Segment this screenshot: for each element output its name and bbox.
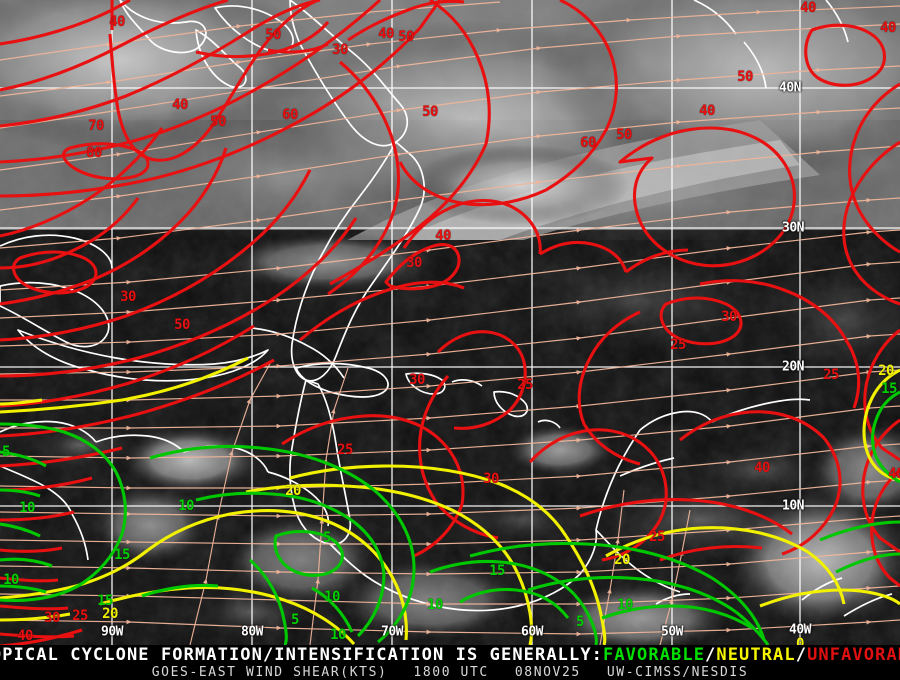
contour-label: 10 <box>617 597 633 613</box>
contour-label: 30 <box>483 471 499 487</box>
graticule-layer <box>0 0 900 645</box>
contour-label: 40 <box>880 20 896 36</box>
contour-red-layer <box>0 0 900 645</box>
contour-label: 10 <box>19 500 35 516</box>
analysis-overlay-layer <box>0 0 900 645</box>
contour-label: 70 <box>88 118 104 134</box>
contour-label: 30 <box>406 255 422 271</box>
contour-label: 40 <box>435 228 451 244</box>
contour-label: 60 <box>282 107 298 123</box>
contour-label: 40 <box>109 14 125 30</box>
contour-label: 50 <box>398 29 414 45</box>
contour-label: 30 <box>721 309 737 325</box>
contour-label: 60 <box>580 135 596 151</box>
lat-label: 40N <box>779 80 801 96</box>
contour-label: 40 <box>378 26 394 42</box>
contour-label: 5 <box>323 530 331 546</box>
contour-label: 20 <box>285 483 301 499</box>
contour-label: 0 <box>796 636 804 645</box>
contour-label: 40 <box>172 97 188 113</box>
contour-label: 40 <box>800 0 816 16</box>
contour-yellow-layer <box>0 356 900 645</box>
contour-label: 20 <box>102 606 118 622</box>
contour-label: 50 <box>265 27 281 43</box>
lon-label: 90W <box>101 624 123 640</box>
product-footer: TROPICAL CYCLONE FORMATION/INTENSIFICATI… <box>0 645 900 680</box>
contour-label: 15 <box>489 563 505 579</box>
contour-label: 40 <box>17 628 33 644</box>
contour-label: 10 <box>3 572 19 588</box>
contour-label: 25 <box>670 337 686 353</box>
lat-label: 10N <box>782 498 804 514</box>
lon-label: 60W <box>521 624 543 640</box>
banner-separator: / <box>795 645 808 665</box>
source-label: GOES-EAST WIND SHEAR(KTS) <box>151 665 388 680</box>
banner-prefix: TROPICAL CYCLONE FORMATION/INTENSIFICATI… <box>0 645 604 665</box>
contour-label: 30 <box>120 289 136 305</box>
contour-label: 15 <box>881 381 897 397</box>
contour-label: 80 <box>86 145 102 161</box>
contour-label: 10 <box>178 498 194 514</box>
contour-label: 20 <box>878 363 894 379</box>
contour-label: 50 <box>616 127 632 143</box>
date-label: 08NOV25 <box>514 665 581 680</box>
contour-label: 25 <box>72 608 88 624</box>
lat-label: 20N <box>782 359 804 375</box>
contour-label: 20 <box>614 552 630 568</box>
contour-label: 40 <box>754 460 770 476</box>
contour-label: 10 <box>427 597 443 613</box>
satellite-map[interactable]: 40N 30N 20N 10N 90W 80W 70W 60W 50W 40W … <box>0 0 900 645</box>
contour-label: 15 <box>114 547 130 563</box>
contour-label: 40 <box>888 466 900 482</box>
lon-label: 40W <box>789 622 811 638</box>
lat-label: 30N <box>782 220 804 236</box>
contour-label: 15 <box>97 593 113 609</box>
contour-label: 25 <box>517 377 533 393</box>
banner-favorable: FAVORABLE <box>603 645 706 665</box>
contour-label: 25 <box>649 529 665 545</box>
contour-label: 5 <box>2 444 10 460</box>
contour-label: 40 <box>699 103 715 119</box>
banner-unfavorable: UNFAVORABLE <box>807 645 900 665</box>
contour-label: 25 <box>337 442 353 458</box>
lon-label: 80W <box>241 624 263 640</box>
contour-label: 50 <box>210 114 226 130</box>
contour-green-layer <box>0 390 900 645</box>
contour-label: 25 <box>823 367 839 383</box>
contour-label: 30 <box>409 372 425 388</box>
banner-neutral: NEUTRAL <box>716 645 796 665</box>
contour-label: 50 <box>422 104 438 120</box>
contour-label: 30 <box>332 42 348 58</box>
banner-separator: / <box>705 645 717 665</box>
favorability-banner: TROPICAL CYCLONE FORMATION/INTENSIFICATI… <box>0 645 900 665</box>
contour-label: 50 <box>174 317 190 333</box>
product-metadata: GOES-EAST WIND SHEAR(KTS) 1800 UTC 08NOV… <box>0 665 900 680</box>
contour-label: 5 <box>576 614 584 630</box>
streamline-layer <box>0 1 900 645</box>
contour-label: 10 <box>330 627 346 643</box>
credit-label: UW-CIMSS/NESDIS <box>606 665 749 680</box>
contour-label: 5 <box>291 612 299 628</box>
contour-label: 50 <box>737 69 753 85</box>
time-label: 1800 UTC <box>413 665 489 680</box>
lon-label: 70W <box>381 624 403 640</box>
contour-label: 10 <box>324 589 340 605</box>
contour-label: 30 <box>44 610 60 626</box>
lon-label: 50W <box>661 624 683 640</box>
